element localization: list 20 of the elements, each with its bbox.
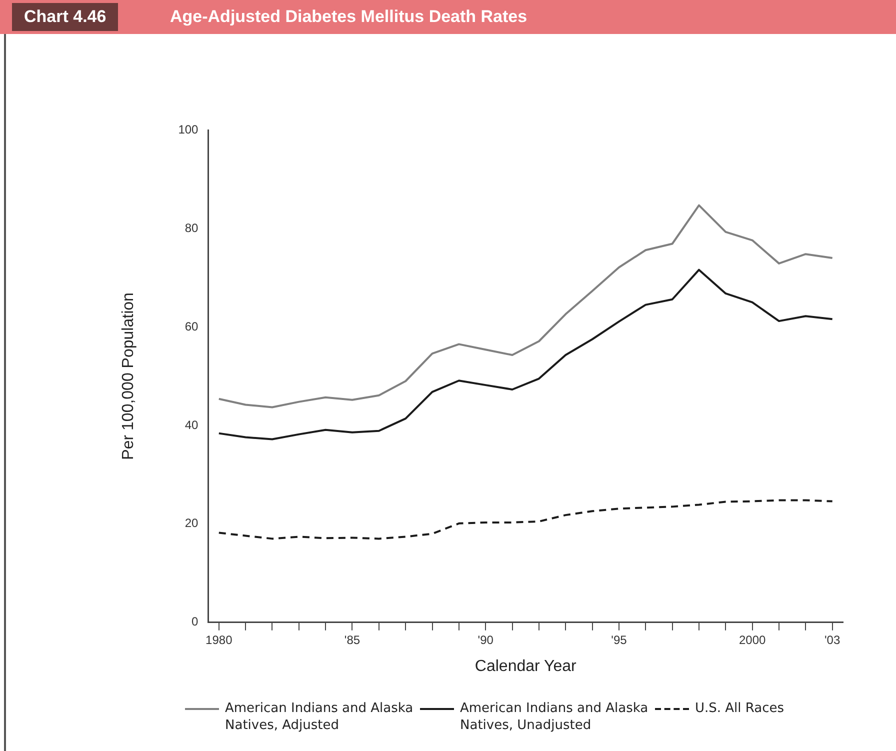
y-axis-title: Per 100,000 Population [120,292,138,460]
y-tick-label: 60 [184,319,199,334]
y-tick-label: 100 [178,122,199,136]
legend-label: American Indians and Alaska Natives, Unadjusted [460,700,650,734]
legend-label: U.S. All Races [695,700,786,717]
x-tick-label: 2000 [738,632,766,647]
y-tick-label: 20 [184,516,199,530]
x-tick-label: '85 [344,632,360,647]
x-axis-title: Calendar Year [474,658,577,675]
chart-title: Age-Adjusted Diabetes Mellitus Death Rates [170,6,528,28]
y-tick-label: 0 [192,614,199,629]
x-tick-label: '95 [611,632,628,647]
line-series [218,499,834,540]
caption: Chart 4.46 [12,3,118,31]
x-tick-label: '03 [824,632,840,647]
x-tick-label: '90 [478,632,494,647]
x-tick-label: 1980 [206,632,233,647]
legend-label: American Indians and Alaska Natives, Adjusted [225,700,414,734]
y-tick-label: 80 [184,220,199,235]
y-tick-label: 40 [184,418,199,432]
